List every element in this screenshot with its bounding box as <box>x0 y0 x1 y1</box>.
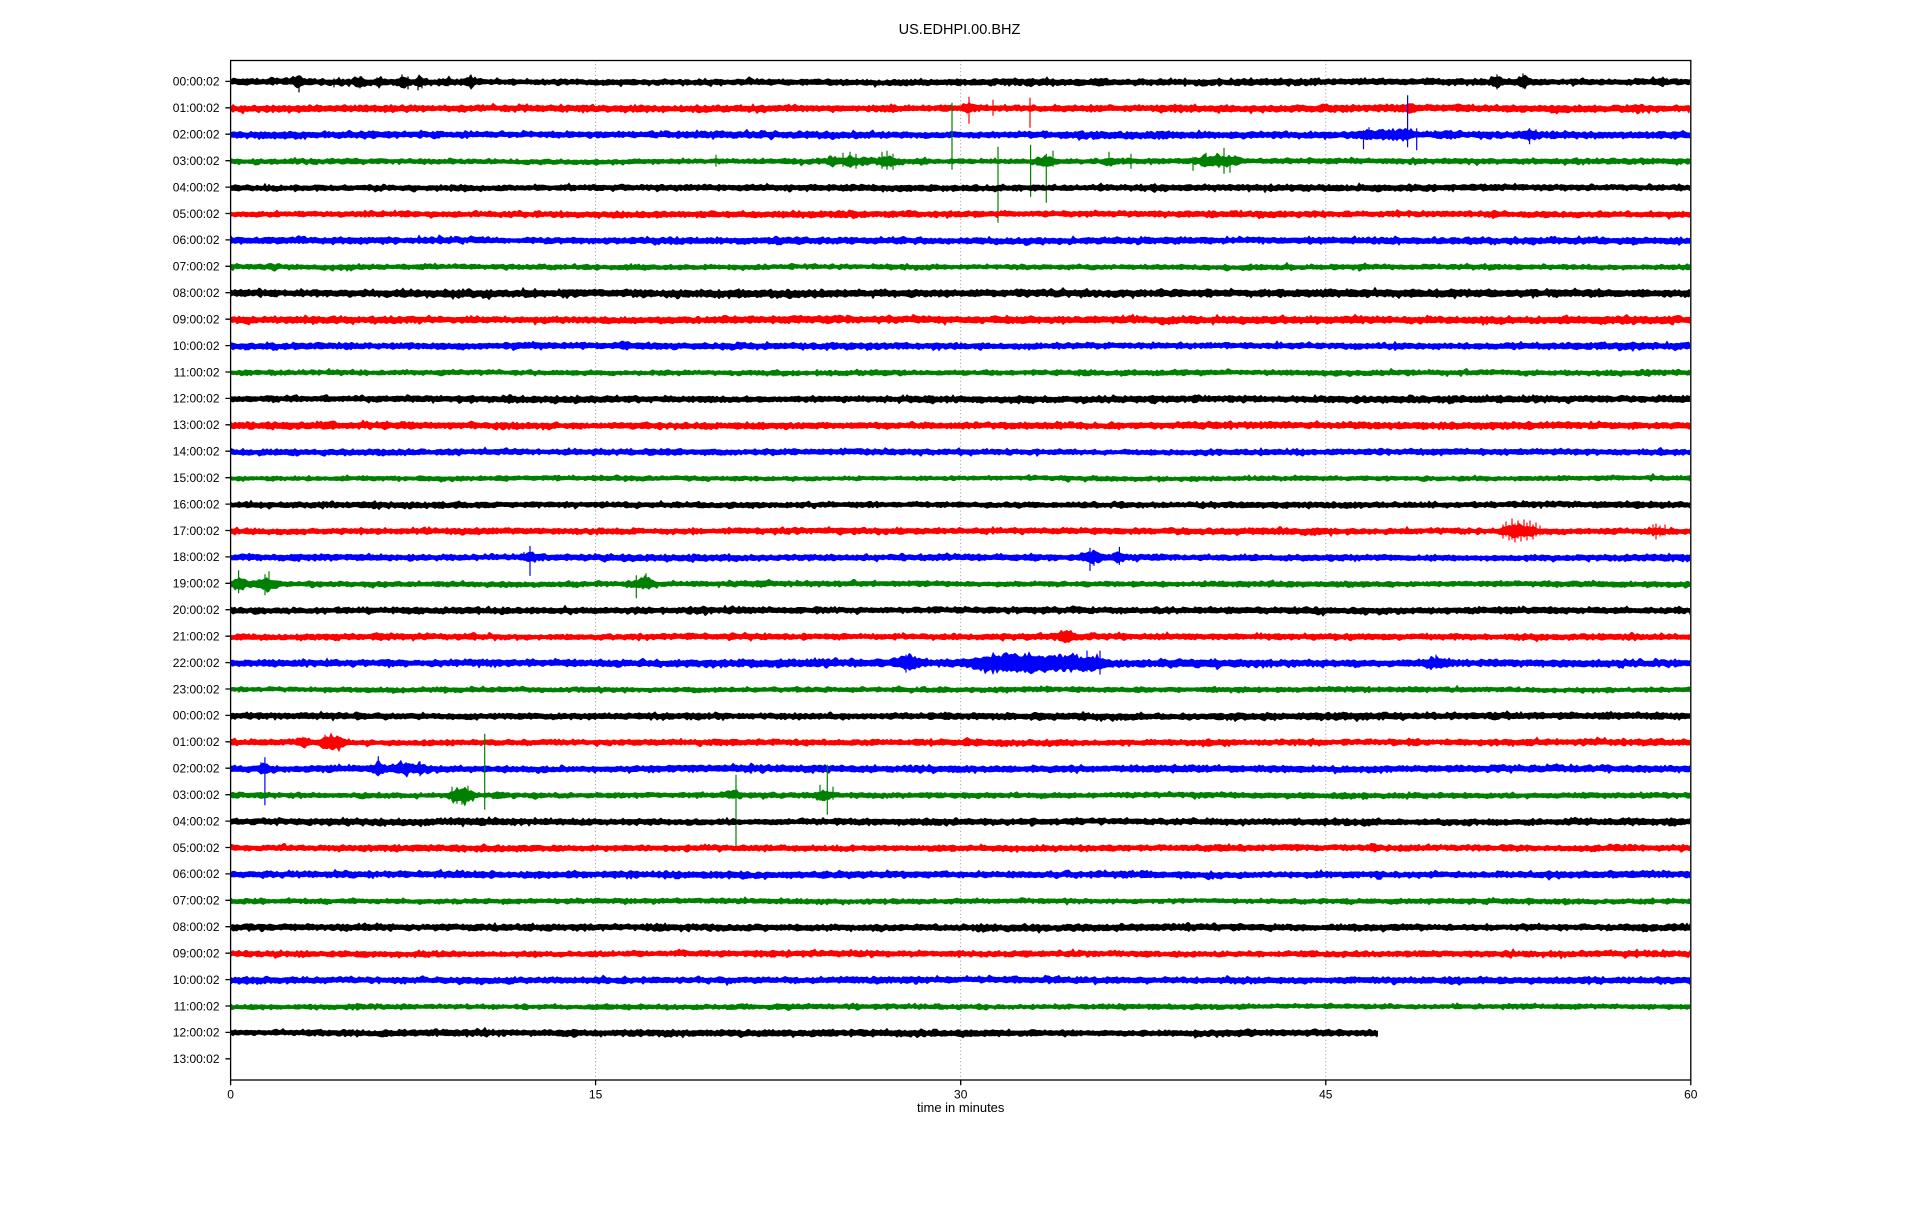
svg-text:11:00:02: 11:00:02 <box>174 365 220 379</box>
svg-text:13:00:02: 13:00:02 <box>173 1052 220 1066</box>
svg-text:US.EDHPI.00.BHZ: US.EDHPI.00.BHZ <box>899 22 1021 38</box>
svg-text:08:00:02: 08:00:02 <box>173 286 220 300</box>
svg-text:13:00:02: 13:00:02 <box>173 418 220 432</box>
svg-text:05:00:02: 05:00:02 <box>173 207 220 221</box>
svg-text:16:00:02: 16:00:02 <box>173 497 220 511</box>
svg-text:10:00:02: 10:00:02 <box>173 339 220 353</box>
svg-text:01:00:02: 01:00:02 <box>173 735 220 749</box>
svg-text:06:00:02: 06:00:02 <box>173 233 220 247</box>
svg-text:17:00:02: 17:00:02 <box>173 524 220 538</box>
svg-text:04:00:02: 04:00:02 <box>173 814 220 828</box>
svg-text:45: 45 <box>1319 1088 1333 1102</box>
svg-text:12:00:02: 12:00:02 <box>173 1026 220 1040</box>
svg-text:19:00:02: 19:00:02 <box>173 577 220 591</box>
svg-text:08:00:02: 08:00:02 <box>173 920 220 934</box>
svg-text:02:00:02: 02:00:02 <box>173 762 220 776</box>
svg-text:01:00:02: 01:00:02 <box>173 101 220 115</box>
svg-text:15: 15 <box>589 1088 603 1102</box>
svg-text:02:00:02: 02:00:02 <box>173 128 220 142</box>
svg-text:15:00:02: 15:00:02 <box>173 471 220 485</box>
svg-text:time in minutes: time in minutes <box>917 1100 1005 1115</box>
svg-text:60: 60 <box>1684 1088 1698 1102</box>
svg-text:20:00:02: 20:00:02 <box>173 603 220 617</box>
svg-text:03:00:02: 03:00:02 <box>173 154 220 168</box>
svg-text:09:00:02: 09:00:02 <box>173 947 220 961</box>
svg-text:03:00:02: 03:00:02 <box>173 788 220 802</box>
svg-text:23:00:02: 23:00:02 <box>173 682 220 696</box>
svg-text:30: 30 <box>954 1088 968 1102</box>
svg-text:06:00:02: 06:00:02 <box>173 867 220 881</box>
svg-text:09:00:02: 09:00:02 <box>173 313 220 327</box>
svg-text:12:00:02: 12:00:02 <box>173 392 220 406</box>
svg-text:18:00:02: 18:00:02 <box>173 550 220 564</box>
svg-text:22:00:02: 22:00:02 <box>173 656 220 670</box>
svg-text:07:00:02: 07:00:02 <box>173 260 220 274</box>
svg-text:04:00:02: 04:00:02 <box>173 180 220 194</box>
svg-text:0: 0 <box>227 1088 234 1102</box>
svg-text:05:00:02: 05:00:02 <box>173 841 220 855</box>
svg-text:11:00:02: 11:00:02 <box>174 999 220 1013</box>
svg-text:10:00:02: 10:00:02 <box>173 973 220 987</box>
svg-text:07:00:02: 07:00:02 <box>173 894 220 908</box>
svg-text:14:00:02: 14:00:02 <box>173 445 220 459</box>
svg-text:21:00:02: 21:00:02 <box>173 630 220 644</box>
svg-text:00:00:02: 00:00:02 <box>173 75 220 89</box>
svg-text:00:00:02: 00:00:02 <box>173 709 220 723</box>
